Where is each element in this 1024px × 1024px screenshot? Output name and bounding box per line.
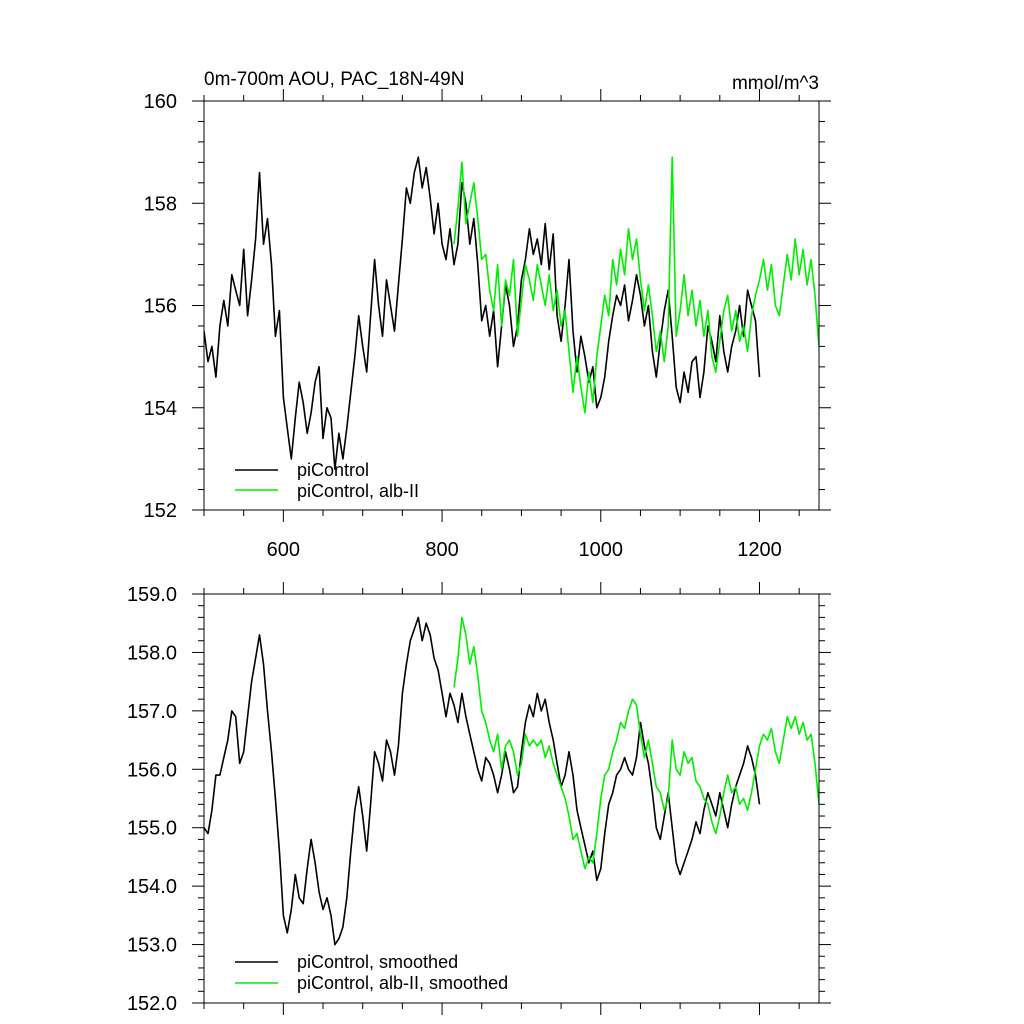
bottom-y-tick-label: 156.0 (127, 759, 177, 781)
top-plot-axes: 600 800 1000 1200 152 154 156 158 160 (144, 89, 831, 561)
bottom-y-tick-label: 159.0 (127, 584, 177, 606)
top-plot-frame (203, 100, 820, 511)
bottom-y-tick-label: 153.0 (127, 935, 177, 957)
bottom-y-tick-label: 154.0 (127, 876, 177, 898)
bottom-series-line-1 (453, 616, 819, 870)
bottom-y-tick-label: 157.0 (127, 701, 177, 723)
top-x-tick-label: 1200 (737, 539, 782, 561)
top-legend-label-1: piControl, alb-II (297, 481, 419, 501)
bottom-y-tick-label: 152.0 (127, 993, 177, 1015)
bottom-plot-frame (203, 593, 820, 1004)
top-x-tick-label: 1000 (579, 539, 624, 561)
bottom-legend: piControl, smoothed piControl, alb-II, s… (235, 952, 508, 993)
top-series-line-1 (453, 156, 819, 414)
top-legend-label-0: piControl (297, 460, 369, 480)
top-plot-panel: 0m-700m AOU, PAC_18N-49N mmol/m^3 600 800… (144, 69, 831, 561)
top-x-tick-label: 600 (267, 539, 300, 561)
top-y-tick-label: 152 (144, 500, 177, 522)
bottom-series-line-0 (204, 616, 761, 946)
top-y-tick-label: 154 (144, 398, 177, 420)
bottom-y-tick-label: 155.0 (127, 818, 177, 840)
bottom-plot-area (204, 616, 819, 946)
bottom-legend-label-0: piControl, smoothed (297, 952, 458, 972)
top-plot-units: mmol/m^3 (732, 73, 819, 94)
top-series-line-0 (204, 156, 761, 470)
top-legend: piControl piControl, alb-II (235, 460, 419, 501)
bottom-legend-label-1: piControl, alb-II, smoothed (297, 973, 508, 993)
bottom-plot-panel: 152.0 153.0 154.0 155.0 156.0 157.0 158.0 159.0… (127, 582, 831, 1015)
top-y-tick-label: 160 (144, 91, 177, 113)
bottom-y-tick-label: 158.0 (127, 642, 177, 664)
bottom-plot-axes: 152.0 153.0 154.0 155.0 156.0 157.0 158.0 159.0 (127, 582, 831, 1015)
top-plot-area (204, 156, 819, 470)
top-y-tick-label: 156 (144, 296, 177, 318)
top-y-tick-label: 158 (144, 193, 177, 215)
top-x-tick-label: 800 (425, 539, 458, 561)
top-plot-title: 0m-700m AOU, PAC_18N-49N (204, 69, 464, 90)
